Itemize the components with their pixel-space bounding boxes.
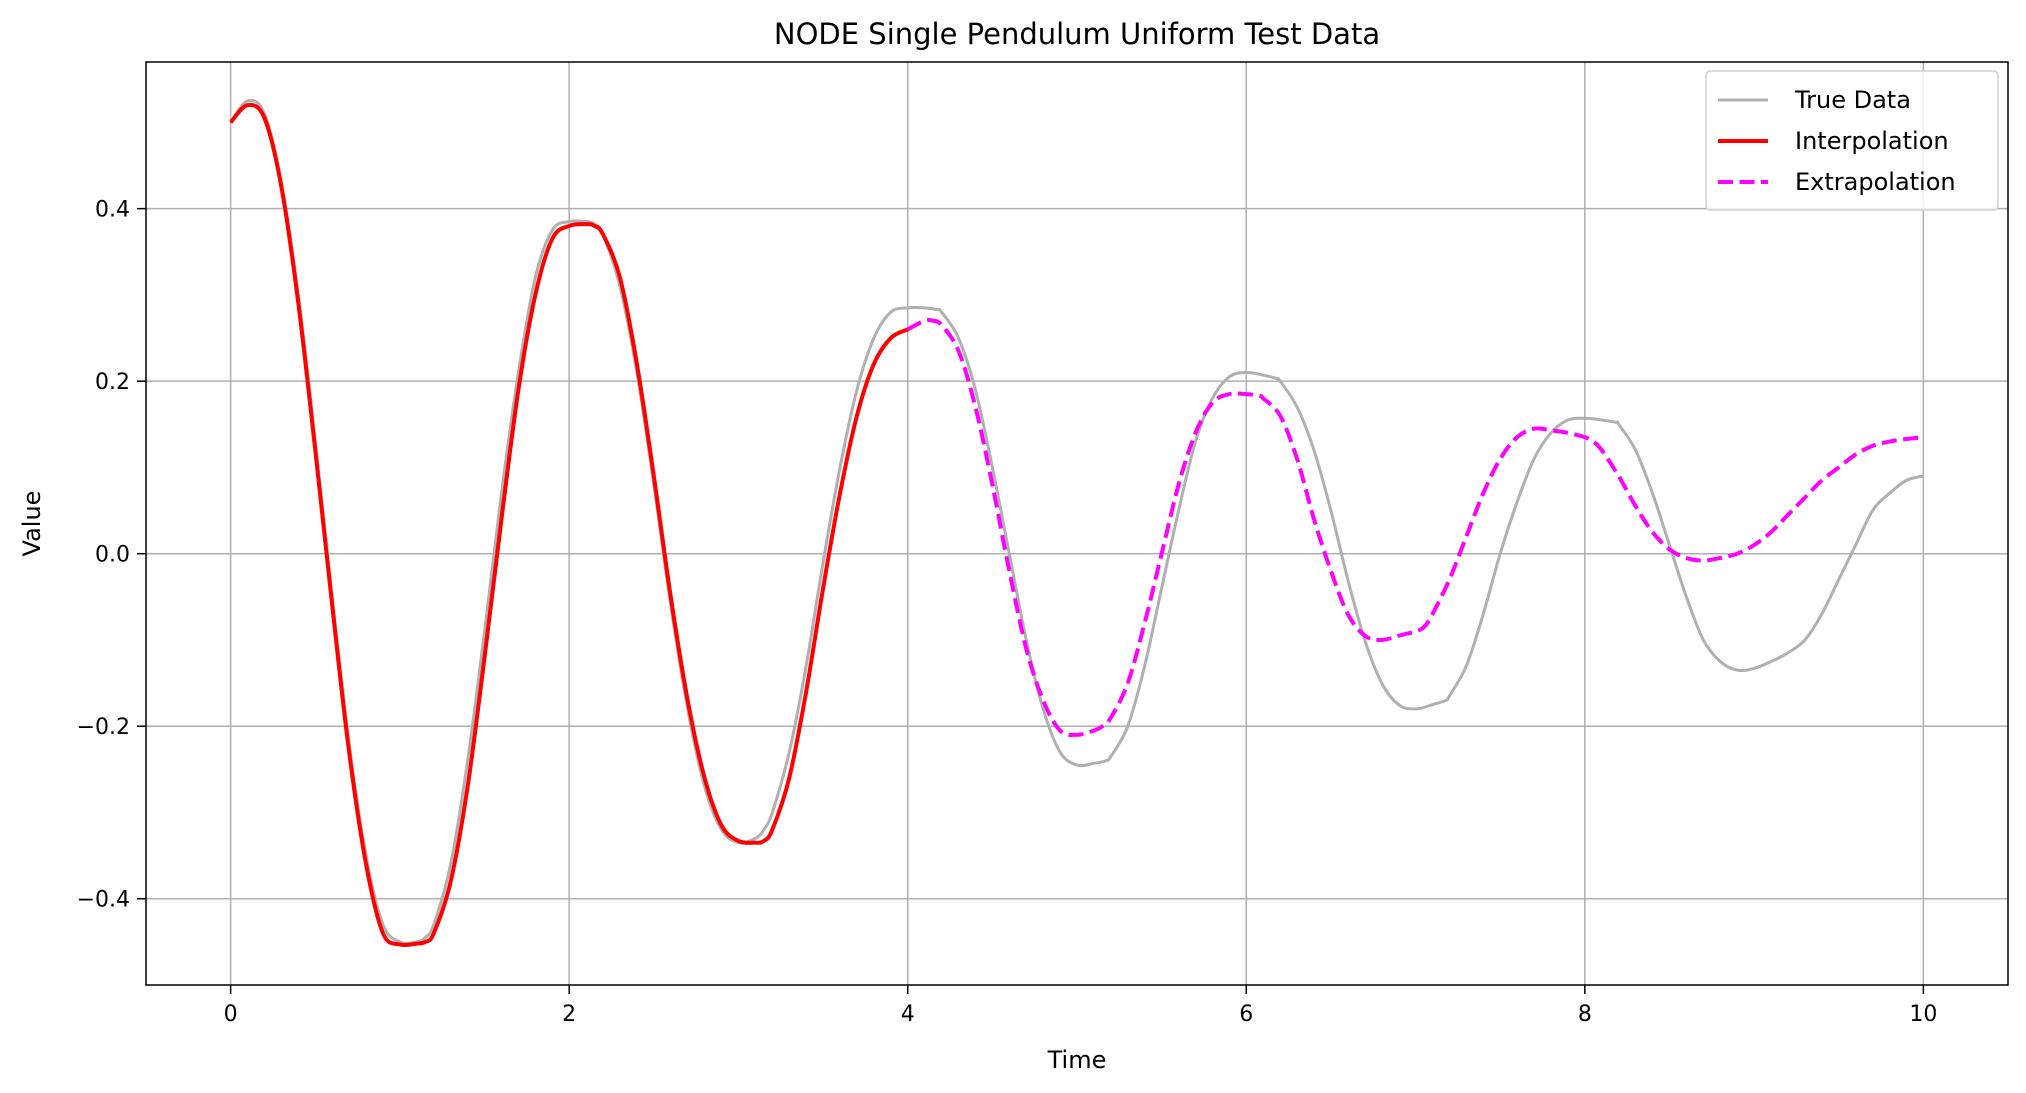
series-extrapolation-line <box>906 317 1924 737</box>
grid <box>146 62 2008 985</box>
legend-label: True Data <box>1794 86 1911 114</box>
y-tick-label: 0.2 <box>95 370 130 395</box>
x-axis-label: Time <box>1047 1046 1107 1074</box>
y-axis: −0.4 −0.2 0.0 0.2 0.4 <box>77 198 146 913</box>
y-tick-label: 0.0 <box>95 543 130 568</box>
y-tick-label: 0.4 <box>95 198 130 223</box>
x-axis: 0 2 4 6 8 10 <box>224 985 1937 1027</box>
legend-label: Interpolation <box>1795 127 1949 155</box>
axes-frame <box>145 61 2009 986</box>
legend: True Data Interpolation Extrapolation <box>1705 70 1999 211</box>
series-interpolation-line <box>229 102 909 948</box>
plot-area <box>229 98 1924 948</box>
x-tick-label: 8 <box>1578 1002 1592 1027</box>
x-tick-label: 4 <box>901 1002 915 1027</box>
y-axis-label: Value <box>18 491 46 557</box>
x-tick-label: 0 <box>224 1002 238 1027</box>
legend-box <box>1705 70 1999 211</box>
chart-title: NODE Single Pendulum Uniform Test Data <box>774 17 1380 51</box>
legend-label: Extrapolation <box>1795 168 1956 196</box>
x-tick-label: 2 <box>562 1002 576 1027</box>
series-true-data-line <box>229 98 1924 945</box>
y-tick-label: −0.4 <box>77 888 130 913</box>
x-tick-label: 10 <box>1909 1002 1937 1027</box>
x-tick-label: 6 <box>1239 1002 1253 1027</box>
y-tick-label: −0.2 <box>77 715 130 740</box>
